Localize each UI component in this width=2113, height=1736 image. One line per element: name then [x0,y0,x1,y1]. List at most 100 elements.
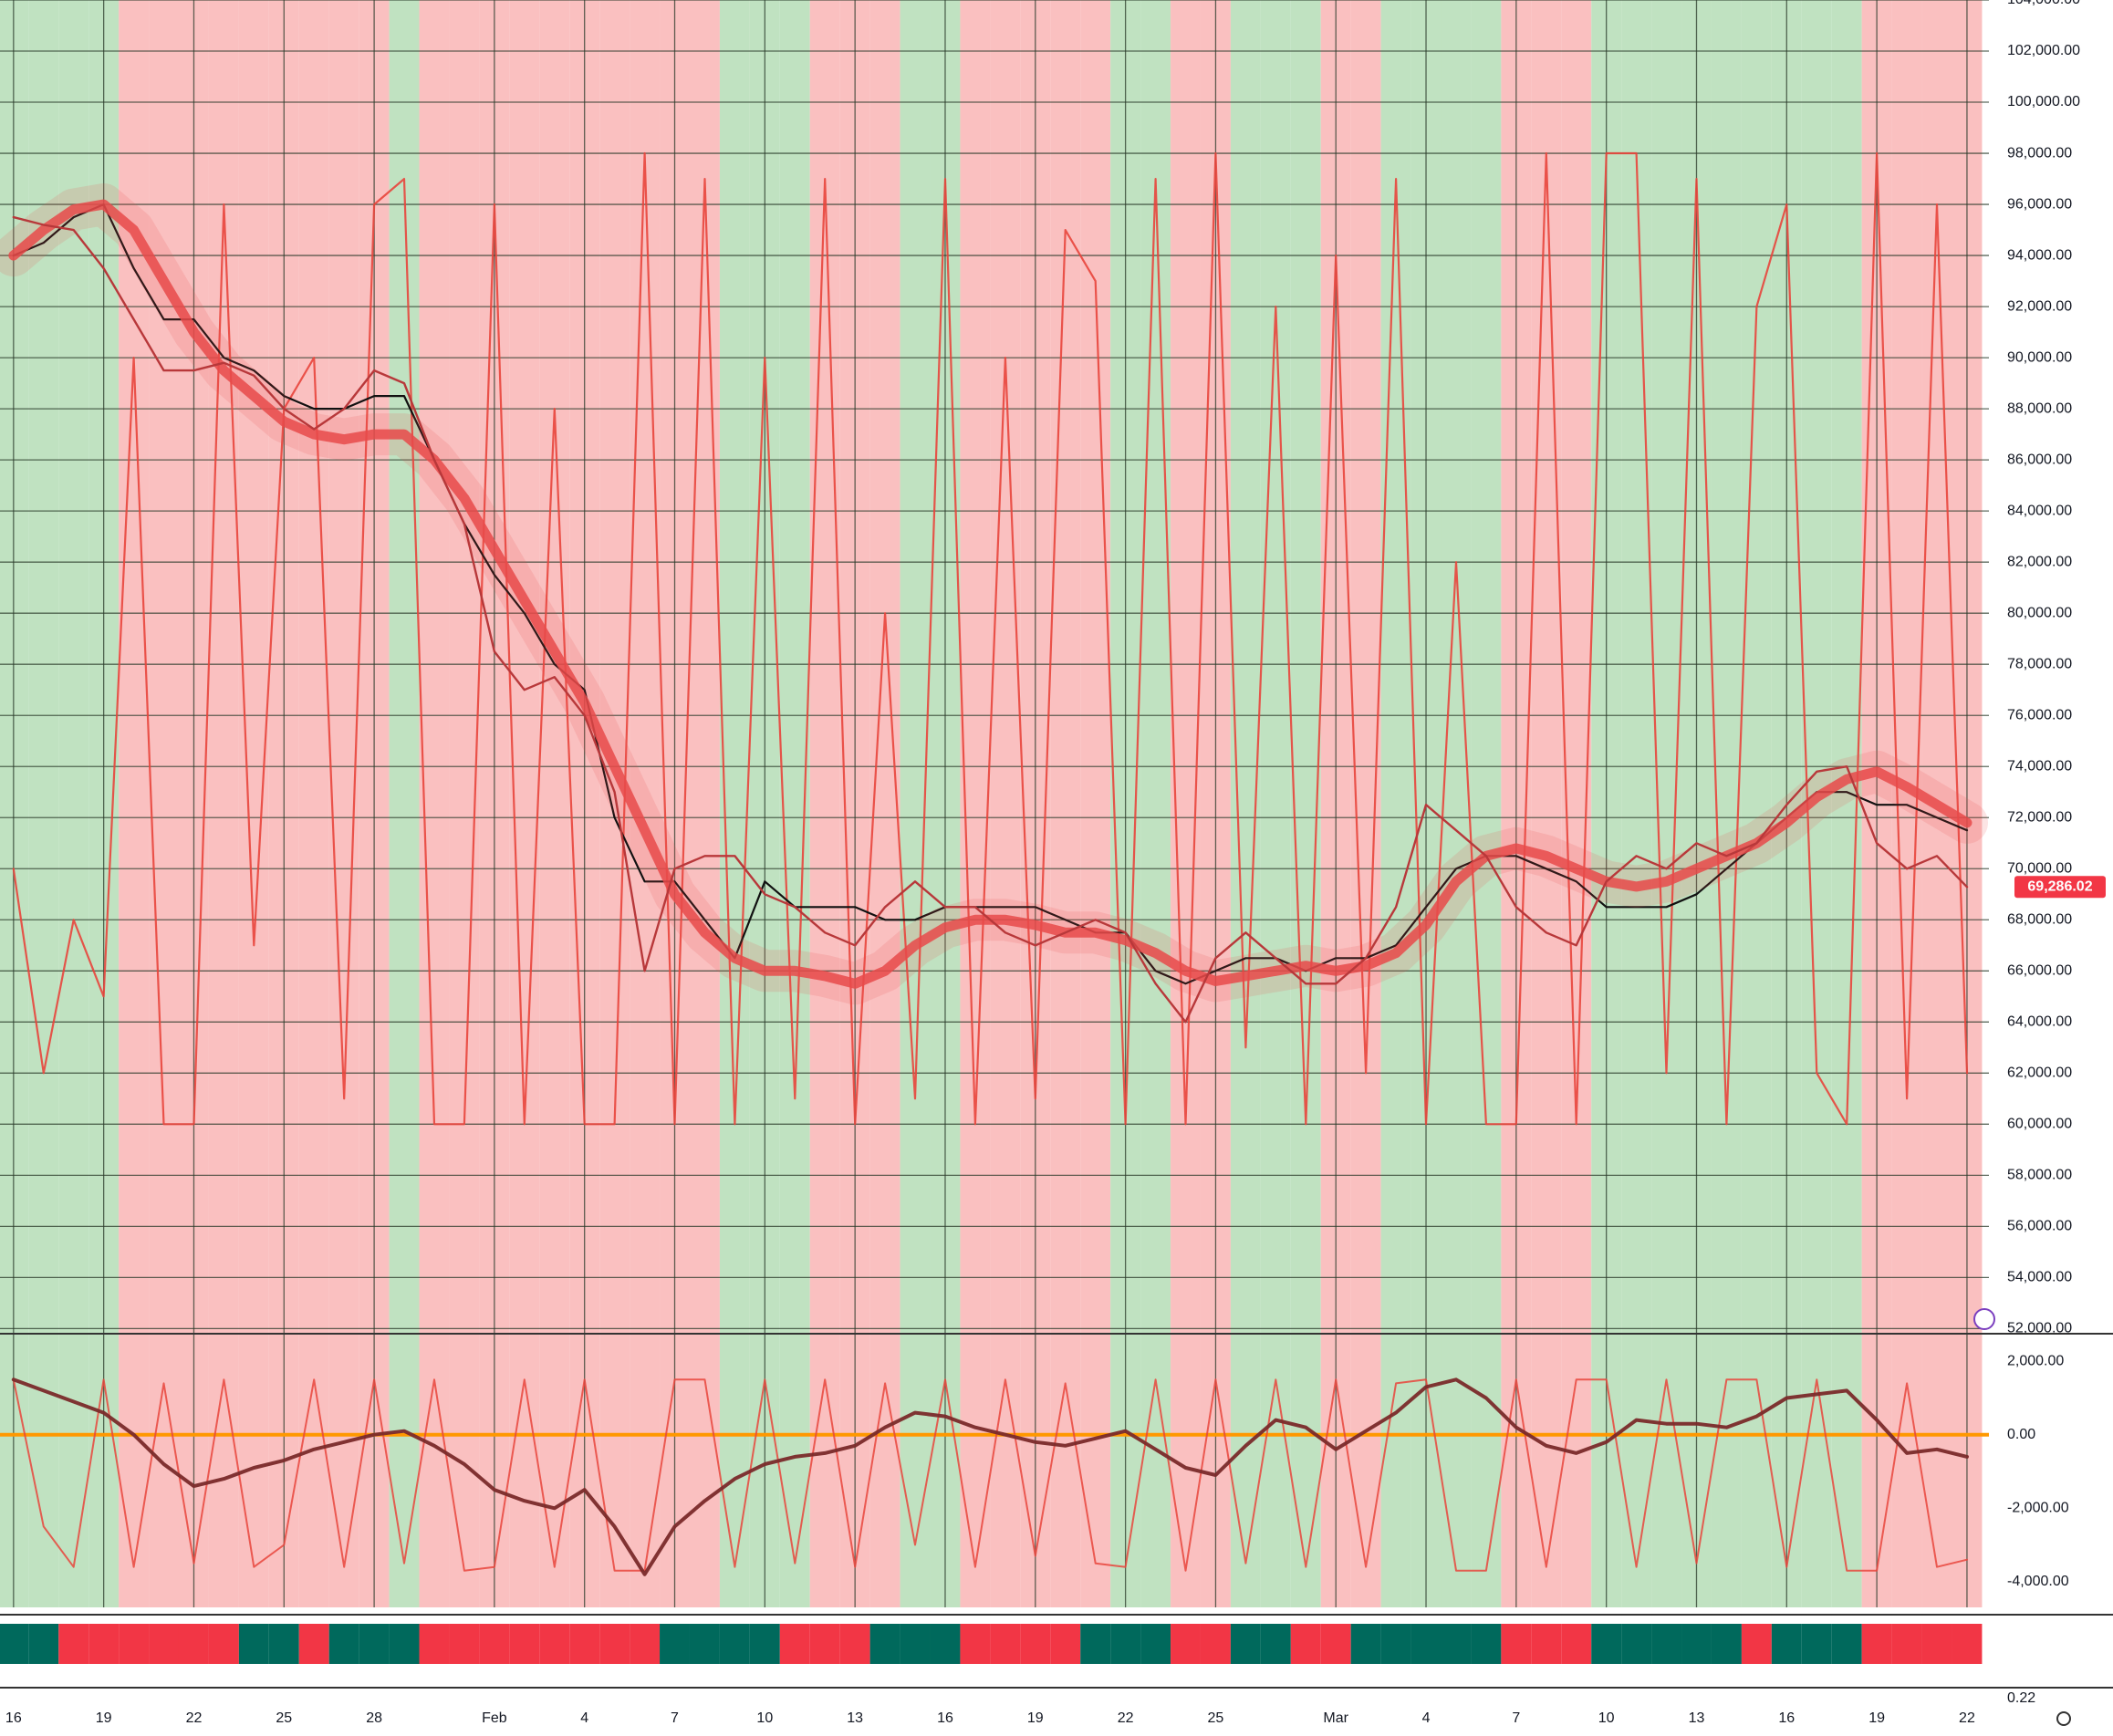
series-line [12,215,1969,1024]
x-tick-label: 19 [1868,1710,1885,1726]
regime-band [1471,0,1502,1334]
regime-band [1891,1334,1922,1607]
status-strip-cell [1200,1624,1231,1664]
regime-band [1441,0,1472,1334]
y-tick-label: 92,000.00 [2007,298,2072,314]
status-strip-cell [1110,1624,1141,1664]
regime-band [1801,0,1832,1334]
regime-band [630,0,661,1334]
y-tick-label: 78,000.00 [2007,656,2072,671]
y-tick-label: 0.00 [2007,1427,2035,1442]
regime-band [1050,1334,1081,1607]
y-tick-label: 64,000.00 [2007,1014,2072,1030]
y-tick-label: 98,000.00 [2007,145,2072,161]
y-tick-label: -4,000.00 [2007,1574,2069,1589]
regime-band [389,0,420,1334]
settings-icon[interactable] [2056,1711,2071,1726]
status-strip-cell [1952,1624,1983,1664]
status-strip-cell [238,1624,269,1664]
regime-band [809,1334,840,1607]
status-strip-cell [1831,1624,1862,1664]
x-tick-label: 28 [366,1710,382,1726]
regime-band [419,0,450,1334]
status-strip-cell [1681,1624,1712,1664]
alert-icon[interactable] [1973,1308,1995,1330]
status-strip-cell [1891,1624,1922,1664]
regime-band [419,1334,450,1607]
status-strip-cell [1020,1624,1051,1664]
regime-band [1171,0,1201,1334]
x-tick-label: 22 [1118,1710,1134,1726]
status-strip-cell [900,1624,931,1664]
y-tick-label: 68,000.00 [2007,911,2072,927]
status-strip-cell [298,1624,329,1664]
regime-band [238,0,269,1334]
regime-band [1080,0,1111,1334]
status-strip-cell [1350,1624,1381,1664]
status-strip-cell [1320,1624,1351,1664]
regime-band [960,0,991,1334]
status-strip-cell [1531,1624,1562,1664]
regime-band [1921,0,1952,1334]
y-tick-label: 54,000.00 [2007,1270,2072,1285]
regime-band [869,0,900,1334]
status-strip-cell [569,1624,600,1664]
status-strip-cell [58,1624,89,1664]
regime-band [509,1334,540,1607]
regime-band [599,1334,630,1607]
regime-band [1801,1334,1832,1607]
regime-band [1380,1334,1411,1607]
regime-band [900,0,931,1334]
y-tick-label: 60,000.00 [2007,1117,2072,1132]
status-strip-cell [599,1624,630,1664]
regime-band [328,0,359,1334]
regime-band [779,1334,810,1607]
status-strip-cell [1260,1624,1291,1664]
status-strip-cell [1290,1624,1321,1664]
status-strip-cell [749,1624,780,1664]
regime-band [389,1334,420,1607]
regime-band [1140,0,1171,1334]
status-strip-cell [1621,1624,1652,1664]
status-strip-cell [539,1624,570,1664]
regime-band [1741,1334,1772,1607]
regime-band [869,1334,900,1607]
status-strip-cell [1771,1624,1802,1664]
x-tick-label: 7 [671,1710,679,1726]
regime-band [719,0,750,1334]
status-strip-cell [149,1624,179,1664]
y-tick-label: 62,000.00 [2007,1066,2072,1081]
regime-band [1260,1334,1291,1607]
status-strip-cell [1471,1624,1502,1664]
status-strip-cell [449,1624,480,1664]
regime-band [208,0,239,1334]
y-tick-label: 90,000.00 [2007,349,2072,365]
status-strip-cell [1410,1624,1442,1664]
last-price-box [2014,876,2106,899]
y-tick-label: 100,000.00 [2007,94,2080,109]
status-strip-cell [479,1624,510,1664]
status-strip-cell [359,1624,390,1664]
last-price-label: 69,286.02 [2027,878,2092,894]
regime-band [28,1334,59,1607]
regime-band [1891,0,1922,1334]
regime-band [1651,0,1682,1334]
regime-band [1831,0,1862,1334]
regime-band [298,1334,329,1607]
status-strip-cell [389,1624,420,1664]
status-strip-cell [1140,1624,1171,1664]
series-line [12,151,1969,1126]
status-strip-cell [779,1624,810,1664]
status-strip-cell [1230,1624,1261,1664]
regime-band [1651,1334,1682,1607]
regime-band [689,0,720,1334]
series-line [11,1377,1969,1576]
regime-band [1080,1334,1111,1607]
y-tick-label: 82,000.00 [2007,554,2072,569]
regime-band [1140,1334,1171,1607]
regime-band [1711,0,1742,1334]
y-tick-label: 86,000.00 [2007,452,2072,467]
regime-band [1380,0,1411,1334]
regime-band [0,1334,29,1607]
